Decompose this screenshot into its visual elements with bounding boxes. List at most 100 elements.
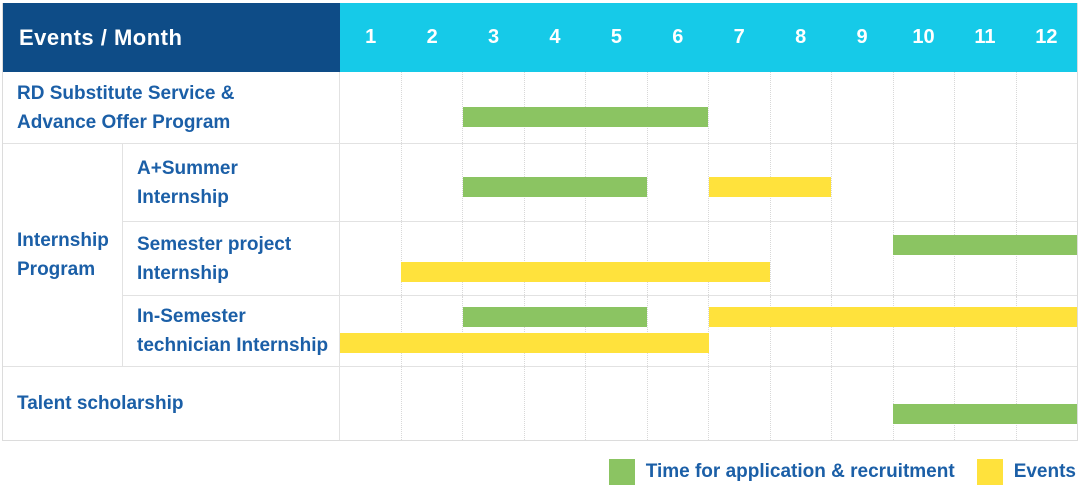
row-label-line: RD Substitute Service & — [17, 82, 235, 104]
month-gridline-cell — [832, 367, 894, 440]
month-gridline-cell — [955, 367, 1017, 440]
month-gridline-cell — [832, 72, 894, 143]
month-header-cell: 4 — [549, 26, 561, 48]
month-gridline-cell — [832, 222, 894, 295]
month-header-cell: 9 — [856, 26, 868, 48]
legend-recruitment-label: Time for application & recruitment — [645, 461, 955, 482]
month-gridline-cell — [648, 144, 709, 221]
month-gridline-cell — [525, 367, 586, 440]
recruitment-bar — [462, 107, 709, 127]
month-gridline-cell — [648, 222, 709, 295]
month-header-cell: 8 — [795, 26, 807, 48]
month-gridline-cell — [586, 296, 648, 366]
month-gridline-cell — [894, 144, 955, 221]
month-header-cell: 3 — [487, 26, 500, 48]
recruitment-bar — [892, 235, 1077, 255]
month-gridline-cell — [894, 367, 955, 440]
events-bar — [708, 307, 1077, 327]
month-gridline-cell — [894, 222, 955, 295]
events-swatch-icon — [976, 459, 1003, 485]
row-label-line: A+Summer — [137, 157, 238, 179]
month-gridline-cell — [402, 72, 463, 143]
row-label-line: Internship — [137, 262, 229, 284]
month-gridline-cell — [1017, 72, 1078, 143]
header-title-cell: Events / Month — [3, 3, 340, 72]
row-label-line: technician Internship — [137, 335, 329, 356]
events-bar — [401, 262, 770, 282]
month-header-cell: 2 — [426, 26, 438, 48]
month-gridline-cell — [771, 296, 832, 366]
schedule-table: Events / Month 1 2 3 4 5 6 7 8 9 10 11 12 RD Substi… — [2, 3, 1078, 441]
month-gridline-cell — [525, 296, 586, 366]
month-gridline-cell — [1017, 144, 1078, 221]
month-header-cell: 10 — [912, 26, 935, 48]
month-header-cell: 7 — [733, 26, 745, 48]
month-gridline-cell — [340, 296, 402, 366]
month-gridline-cell — [340, 367, 402, 440]
month-gridline-cell — [771, 144, 832, 221]
month-gridline-cell — [463, 367, 525, 440]
row-label-in-semester-technician: In-Semester technician Internship — [123, 296, 340, 367]
chart-row-talent-scholarship — [340, 367, 1077, 440]
chart-row-semester-project — [340, 222, 1077, 296]
month-gridline-cell — [709, 222, 771, 295]
month-gridlines — [340, 222, 1077, 295]
month-gridline-cell — [955, 296, 1017, 366]
month-gridline-cell — [586, 367, 648, 440]
month-gridline-cell — [402, 296, 463, 366]
month-gridline-cell — [586, 222, 648, 295]
month-gridline-cell — [340, 222, 402, 295]
group-label-line: Internship — [17, 230, 109, 251]
month-gridline-cell — [832, 144, 894, 221]
row-label-semester-project: Semester project Internship — [123, 222, 340, 296]
month-header: 1 2 3 4 5 6 7 8 9 10 11 12 — [340, 3, 1077, 72]
month-header-cell: 5 — [610, 26, 622, 48]
month-gridline-cell — [894, 72, 955, 143]
month-header-cell: 1 — [365, 26, 377, 48]
month-gridline-cell — [648, 296, 709, 366]
group-label-internship-program: Internship Program — [3, 144, 123, 367]
row-label-talent-scholarship: Talent scholarship — [3, 367, 340, 440]
month-gridline-cell — [955, 144, 1017, 221]
month-gridline-cell — [709, 296, 771, 366]
recruitment-bar — [462, 177, 648, 197]
legend-events-label: Events — [1013, 461, 1076, 482]
month-gridline-cell — [832, 296, 894, 366]
month-gridline-cell — [771, 72, 832, 143]
month-gridline-cell — [955, 222, 1017, 295]
row-label-line: Semester project — [137, 233, 292, 255]
row-label-line: Advance Offer Program — [17, 111, 231, 133]
month-gridline-cell — [709, 367, 771, 440]
events-bar — [340, 333, 709, 353]
recruitment-bar — [892, 404, 1077, 424]
month-header-cell: 12 — [1035, 26, 1058, 48]
row-label-line: Internship — [137, 186, 229, 208]
row-label-line: Talent scholarship — [17, 393, 184, 414]
legend-recruitment-item: Time for application & recruitment — [608, 459, 955, 485]
month-gridline-cell — [1017, 222, 1078, 295]
month-gridline-cell — [525, 222, 586, 295]
month-gridline-cell — [402, 367, 463, 440]
month-gridline-cell — [894, 296, 955, 366]
month-gridline-cell — [709, 72, 771, 143]
month-gridline-cell — [771, 367, 832, 440]
legend-events-item: Events — [976, 459, 1076, 485]
month-gridline-cell — [340, 72, 402, 143]
month-gridline-cell — [648, 72, 709, 143]
month-gridline-cell — [340, 144, 402, 221]
month-gridlines — [340, 296, 1077, 366]
chart-row-rd-substitute — [340, 72, 1077, 144]
group-label-line: Program — [17, 259, 96, 280]
chart-row-in-semester-technician — [340, 296, 1077, 367]
events-bar — [708, 177, 832, 197]
row-label-a-plus-summer: A+Summer Internship — [123, 144, 340, 222]
recruitment-swatch-icon — [608, 459, 635, 485]
month-gridline-cell — [771, 222, 832, 295]
month-gridline-cell — [463, 296, 525, 366]
month-gridline-cell — [955, 72, 1017, 143]
legend: Time for application & recruitment Event… — [608, 459, 1076, 485]
month-gridlines — [340, 367, 1077, 440]
month-header-cell: 6 — [672, 26, 684, 48]
month-gridline-cell — [402, 222, 463, 295]
